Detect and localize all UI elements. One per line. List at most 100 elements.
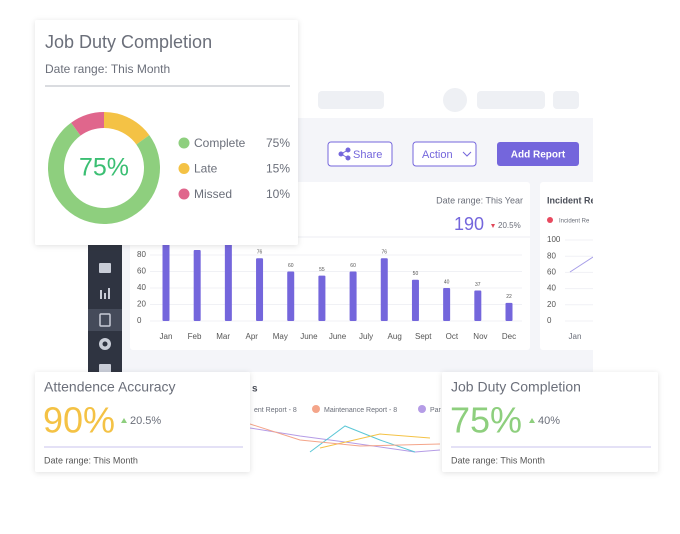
share-label: Share [353, 149, 382, 161]
legend: Complete 75% Late 15% Missed 10% [178, 136, 290, 201]
bar [349, 271, 357, 321]
card-value: 75% [450, 400, 522, 441]
x-tick-label: Dec [502, 332, 516, 341]
donut-chart [47, 112, 160, 224]
bar [411, 279, 419, 321]
down-arrow [491, 224, 495, 228]
chevron [462, 151, 472, 157]
donut-segment [71, 112, 104, 136]
card-title: Attendence Accuracy [44, 379, 176, 395]
value-label: 55 [319, 267, 325, 273]
bar-chart: 0 20 40 60 80 Jan Feb Mar Apr May June June July Aug S… [137, 238, 522, 341]
date-range: Date range: This Month [451, 455, 545, 465]
card-title: Job Duty Completion [451, 379, 581, 395]
total: 190 [454, 214, 484, 234]
y-tick-label: 40 [137, 283, 146, 292]
bar [224, 238, 232, 321]
bar [505, 302, 513, 321]
card-change: 40% [538, 415, 560, 427]
action-button[interactable] [412, 141, 477, 167]
value-label: 37 [475, 282, 481, 288]
x-tick-label: May [273, 332, 288, 341]
value-label: 40 [444, 279, 450, 285]
bar [193, 250, 201, 321]
value-label: 50 [413, 271, 419, 277]
x-tick-label: Oct [446, 332, 459, 341]
x-tick-label: Jan [160, 332, 173, 341]
legend-label: Missed [194, 187, 232, 201]
action-label: Action [422, 149, 453, 161]
bar [162, 238, 170, 321]
share-icon [338, 147, 351, 161]
bar [443, 288, 451, 321]
center-label: 75% [79, 154, 129, 182]
x-tick-label: June [300, 332, 318, 341]
legend-dot [418, 405, 426, 413]
x-tick-label: July [359, 332, 373, 341]
placeholder [553, 91, 579, 109]
reports-title: s [252, 384, 258, 395]
x-tick-label: Feb [188, 332, 202, 341]
value-label: 60 [350, 263, 356, 269]
card-value: 90% [43, 400, 115, 441]
x-tick-label: Sept [415, 332, 432, 341]
legend-value: 10% [266, 187, 290, 201]
legend-label: Par [430, 407, 442, 414]
incident-card [540, 182, 593, 350]
legend-label: Maintenance Report - 8 [324, 407, 397, 414]
value-label: 60 [288, 263, 294, 269]
bar [474, 290, 482, 321]
x-tick-label: June [329, 332, 347, 341]
x-tick-label: Jan [569, 332, 582, 341]
y-tick-label: 20 [547, 300, 556, 309]
card-change: 20.5% [130, 415, 161, 427]
donut-segment [104, 112, 150, 145]
legend-label: Incident Re [559, 219, 590, 225]
sidebar-active[interactable] [88, 309, 122, 331]
up-arrow [121, 418, 127, 423]
legend-dot [178, 188, 190, 200]
x-tick-label: Nov [473, 332, 487, 341]
date-range: Date range: This Month [45, 62, 170, 76]
value-label: 76 [381, 250, 387, 256]
add-report-button[interactable] [497, 142, 579, 166]
legend-value: 15% [266, 162, 290, 176]
y-tick-label: 80 [547, 251, 556, 260]
share-button[interactable] [327, 141, 393, 167]
report-lines [249, 423, 441, 453]
y-tick-label: 40 [547, 284, 556, 293]
incident-title: Incident Re [547, 195, 596, 205]
y-tick-label: 0 [137, 316, 142, 325]
legend-dot [312, 405, 320, 413]
y-tick-label: 60 [547, 268, 556, 277]
change: 20.5% [498, 221, 521, 230]
y-tick-label: 0 [547, 316, 552, 325]
up-arrow [529, 418, 535, 423]
x-tick-label: Apr [246, 332, 259, 341]
reports-card [236, 372, 456, 482]
y-tick-label: 20 [137, 300, 146, 309]
y-tick-label: 80 [137, 250, 146, 259]
sidebar-icons [99, 263, 111, 374]
incident-axis: 0 20 40 60 80 100 [547, 235, 593, 325]
placeholder [477, 91, 545, 109]
legend-dot [178, 137, 190, 149]
value-label: 22 [506, 294, 512, 300]
date-range: Date range: This Year [436, 195, 523, 205]
donut-segment [47, 122, 160, 224]
x-tick-label: Aug [388, 332, 402, 341]
trend-line [569, 256, 593, 273]
legend-label: ent Report - 8 [254, 407, 297, 414]
bar [380, 258, 388, 321]
legend-label: Complete [194, 136, 246, 150]
date-range: Date range: This Month [44, 455, 138, 465]
y-tick-label: 60 [137, 267, 146, 276]
duty-card [35, 20, 298, 245]
legend-dot [547, 217, 553, 223]
value-label: 76 [257, 250, 263, 256]
legend-value: 75% [266, 136, 290, 150]
bar [287, 271, 295, 321]
placeholder [318, 91, 384, 109]
